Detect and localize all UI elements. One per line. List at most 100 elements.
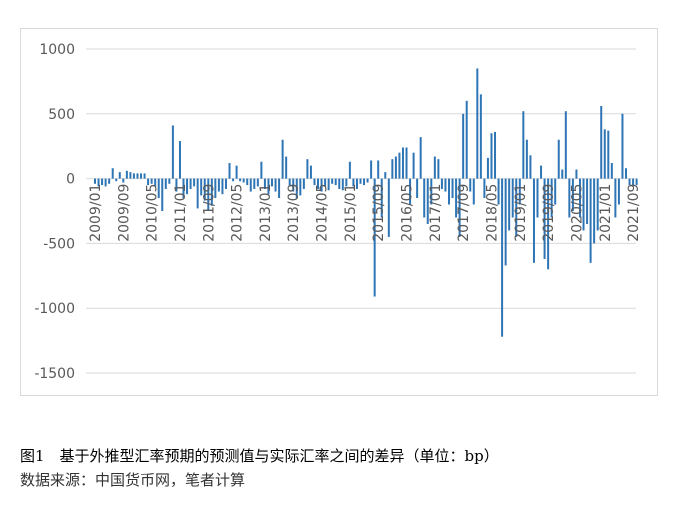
bar (462, 113, 465, 179)
bar (628, 178, 631, 186)
bar (363, 178, 366, 186)
bar (285, 156, 288, 179)
bar (104, 178, 107, 187)
bar (635, 178, 638, 186)
bar (366, 178, 369, 183)
bar (497, 178, 500, 205)
bar (317, 178, 320, 189)
bar (207, 178, 210, 211)
bar (504, 178, 507, 266)
bar (494, 131, 497, 179)
bar (111, 168, 114, 179)
x-tick-label: 2013/01 (258, 184, 274, 242)
bar (313, 178, 316, 186)
bar (575, 169, 578, 179)
bar (540, 165, 543, 179)
bar (147, 178, 150, 186)
bar (529, 155, 532, 179)
bar (564, 111, 567, 179)
bar (210, 178, 213, 206)
bar (568, 178, 571, 218)
bar (614, 178, 617, 218)
bar (200, 178, 203, 196)
bar (433, 156, 436, 179)
bar (589, 178, 592, 263)
bar (140, 173, 143, 179)
x-tick-label: 2009/01 (88, 184, 104, 242)
bar (621, 113, 624, 179)
x-tick-label: 2017/01 (428, 184, 444, 242)
bar (171, 125, 174, 179)
bar (458, 178, 461, 237)
bar (550, 178, 553, 218)
bar (309, 165, 312, 179)
x-tick-label: 2016/05 (400, 184, 416, 242)
bar (398, 152, 401, 179)
bar (122, 178, 125, 183)
x-tick-label: 2020/05 (569, 184, 585, 242)
bar (522, 111, 525, 179)
bar (228, 163, 231, 179)
bar (295, 178, 298, 199)
y-tick-label: -1000 (34, 301, 75, 317)
bar (164, 178, 167, 189)
bar (182, 178, 185, 199)
bar (189, 178, 192, 189)
bar (341, 178, 344, 191)
bar (596, 178, 599, 231)
bar (518, 178, 521, 205)
bar (532, 178, 535, 263)
bar (412, 152, 415, 179)
y-tick-label: 500 (48, 107, 75, 123)
bar (101, 178, 104, 186)
bar (430, 178, 433, 205)
x-tick-label: 2013/09 (286, 184, 302, 242)
bar (465, 100, 468, 179)
bar (324, 178, 327, 187)
bar (426, 178, 429, 224)
bar (299, 178, 302, 196)
x-tick-label: 2015/09 (371, 184, 387, 242)
y-tick-label: 1000 (39, 42, 75, 58)
bar (515, 178, 518, 237)
bar (384, 172, 387, 179)
bar (448, 178, 450, 205)
bar (387, 178, 390, 237)
bar (455, 178, 458, 218)
bar (327, 178, 330, 191)
bar (625, 168, 627, 179)
bar (143, 173, 146, 179)
y-tick-label: -500 (43, 236, 75, 252)
bar (224, 178, 227, 189)
bar (352, 178, 355, 187)
bar (511, 178, 514, 218)
bar (593, 178, 596, 244)
x-tick-label: 2009/09 (116, 184, 132, 242)
bar (292, 178, 295, 192)
bar (97, 178, 100, 187)
bar (451, 178, 454, 199)
bar (416, 178, 419, 199)
bar (129, 172, 132, 179)
bar (377, 160, 380, 179)
x-tick-label: 2015/01 (343, 184, 359, 242)
bar (178, 141, 181, 179)
bar (239, 178, 242, 182)
bar (603, 129, 606, 179)
bar (263, 178, 266, 189)
bar (483, 178, 486, 199)
bar (246, 178, 249, 186)
bar (373, 178, 376, 297)
bar (175, 178, 178, 192)
bar (561, 169, 564, 179)
bar (444, 178, 447, 192)
x-tick-label: 2010/05 (145, 184, 161, 242)
bar (193, 178, 196, 187)
bar (154, 178, 157, 187)
bar (610, 163, 613, 179)
x-tick-label: 2019/01 (513, 184, 529, 242)
chart: -1500 -1000 -500 0 500 1000 2009/01 2009/09 2010… (20, 28, 658, 396)
bar (232, 178, 235, 182)
bar (578, 178, 581, 218)
